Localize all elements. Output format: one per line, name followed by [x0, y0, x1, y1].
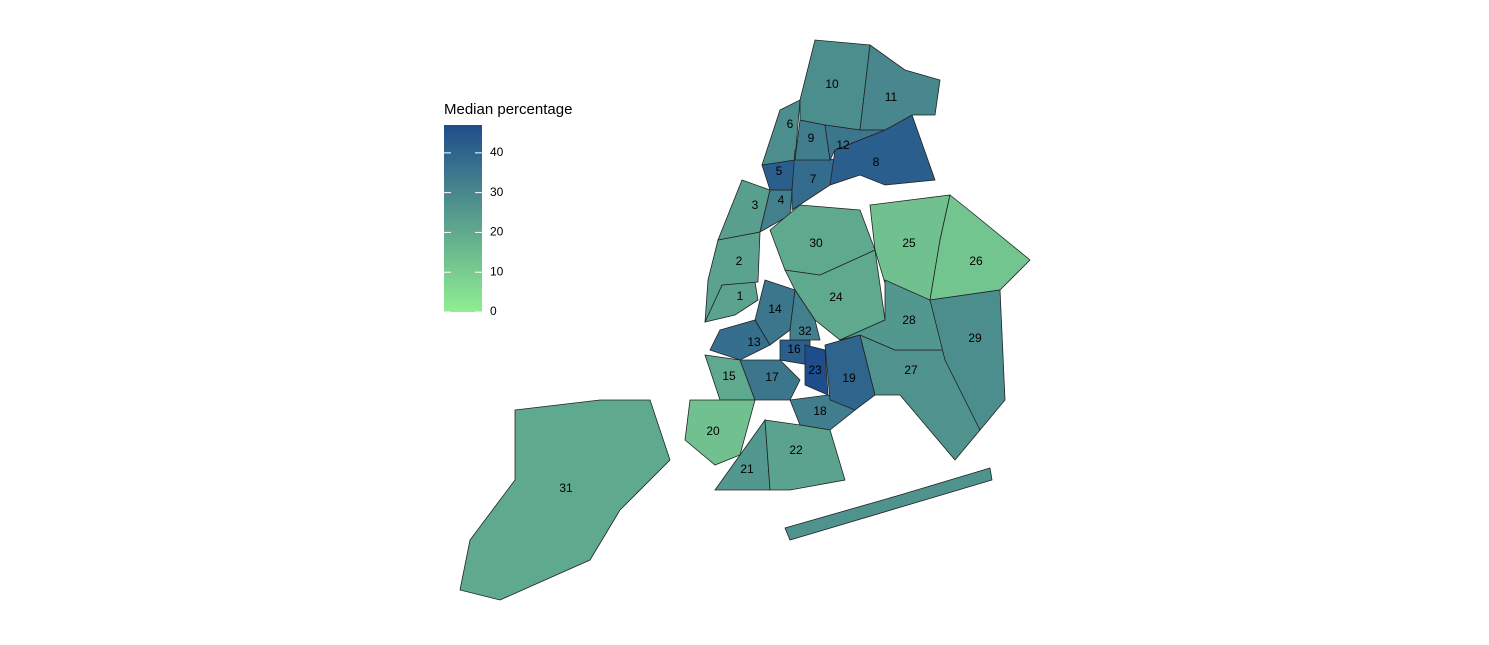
- legend-tick-label: 20: [490, 225, 504, 239]
- legend-tick-label: 10: [490, 264, 504, 278]
- district-label: 32: [798, 324, 812, 338]
- district: [824, 124, 886, 162]
- district-label: 26: [969, 254, 983, 268]
- district-label: 16: [787, 342, 801, 356]
- district: [459, 399, 671, 601]
- district-label: 5: [776, 164, 783, 178]
- district-label: 9: [808, 131, 815, 145]
- district: [709, 319, 771, 361]
- district: [929, 289, 1006, 431]
- district-label: 18: [813, 404, 827, 418]
- district-label: 23: [808, 363, 822, 377]
- legend-tick-label: 0: [490, 304, 497, 318]
- legend-title: Median percentage: [444, 101, 572, 118]
- district-label: 8: [873, 155, 880, 169]
- district: [684, 399, 756, 466]
- district-label: 3: [752, 198, 759, 212]
- district: [784, 467, 993, 541]
- district: [754, 279, 796, 346]
- district-label: 7: [810, 172, 817, 186]
- district: [804, 344, 829, 396]
- district: [789, 288, 821, 341]
- district-label: 29: [968, 331, 982, 345]
- district-label: 20: [706, 424, 720, 438]
- district-label: 4: [778, 193, 785, 207]
- district-label: 21: [740, 462, 754, 476]
- district-label: 22: [789, 443, 803, 457]
- district-label: 13: [747, 335, 761, 349]
- district: [769, 204, 876, 276]
- district-label: 11: [885, 90, 898, 104]
- district-label: 27: [904, 363, 918, 377]
- district-label: 1: [737, 289, 744, 303]
- district-label: 15: [722, 369, 736, 383]
- district: [859, 44, 941, 131]
- district-label: 6: [787, 117, 794, 131]
- district-label: 30: [809, 236, 823, 250]
- legend-tick-label: 30: [490, 185, 504, 199]
- district-label: 25: [902, 236, 916, 250]
- district-label: 17: [765, 370, 779, 384]
- legend-tick-label: 40: [490, 145, 504, 159]
- legend-colorbar: [444, 125, 482, 312]
- district-label: 10: [825, 77, 839, 91]
- district-label: 19: [842, 371, 856, 385]
- district: [764, 419, 846, 491]
- district-label: 12: [836, 138, 850, 152]
- district-label: 24: [829, 290, 843, 304]
- district: [739, 359, 801, 401]
- district-label: 14: [768, 302, 782, 316]
- district-label: 2: [736, 254, 743, 268]
- district-label: 31: [559, 481, 573, 495]
- district-label: 28: [902, 313, 916, 327]
